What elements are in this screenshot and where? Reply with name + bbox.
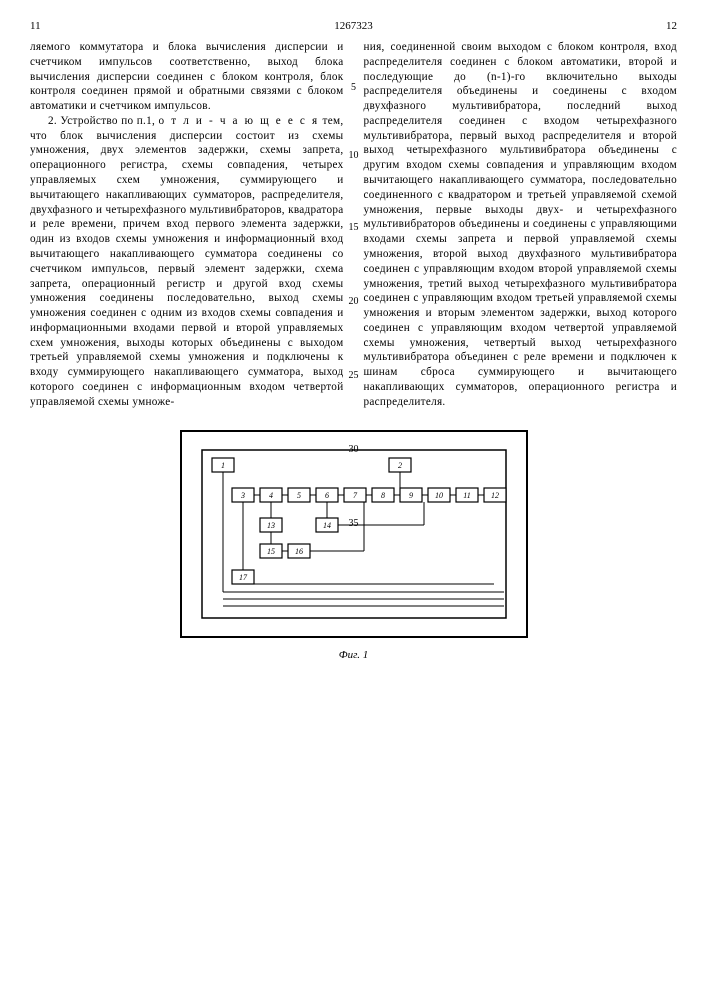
svg-text:5: 5 — [297, 491, 301, 500]
page-number-left: 11 — [30, 20, 80, 32]
svg-text:3: 3 — [240, 491, 245, 500]
line-number: 25 — [349, 370, 359, 381]
svg-text:17: 17 — [239, 573, 248, 582]
svg-text:15: 15 — [267, 547, 275, 556]
svg-text:6: 6 — [325, 491, 329, 500]
svg-text:16: 16 — [295, 547, 303, 556]
diagram-container: 1234567891011121314151617 Фиг. 1 — [30, 430, 677, 661]
diagram-svg: 1234567891011121314151617 — [194, 444, 514, 624]
right-column: ния, соединенной своим выходом с блоком … — [364, 40, 678, 410]
page-number-right: 12 — [627, 20, 677, 32]
left-text-2-spaced: о т л и - ч а ю щ е е с я — [159, 115, 320, 127]
line-number: 15 — [349, 222, 359, 233]
svg-text:11: 11 — [463, 491, 470, 500]
left-text-2-prefix: 2. Устройство по п.1, — [48, 115, 159, 127]
svg-text:9: 9 — [409, 491, 413, 500]
svg-text:4: 4 — [269, 491, 273, 500]
svg-text:14: 14 — [323, 521, 331, 530]
line-number: 20 — [349, 296, 359, 307]
right-text: ния, соединенной своим выходом с блоком … — [364, 41, 678, 408]
figure-label: Фиг. 1 — [30, 649, 677, 661]
left-text-2: тем, что блок вычисления дисперсии состо… — [30, 115, 344, 408]
line-number: 10 — [349, 150, 359, 161]
document-number: 1267323 — [334, 20, 373, 32]
line-number: 5 — [351, 82, 356, 93]
svg-text:10: 10 — [435, 491, 443, 500]
block-diagram: 1234567891011121314151617 — [180, 430, 528, 638]
left-text-1: ляемого коммутатора и блока вычисления д… — [30, 41, 344, 112]
svg-text:12: 12 — [491, 491, 499, 500]
svg-text:1: 1 — [221, 461, 225, 470]
svg-text:13: 13 — [267, 521, 275, 530]
svg-text:8: 8 — [381, 491, 385, 500]
left-column: ляемого коммутатора и блока вычисления д… — [30, 40, 344, 410]
svg-text:2: 2 — [398, 461, 402, 470]
